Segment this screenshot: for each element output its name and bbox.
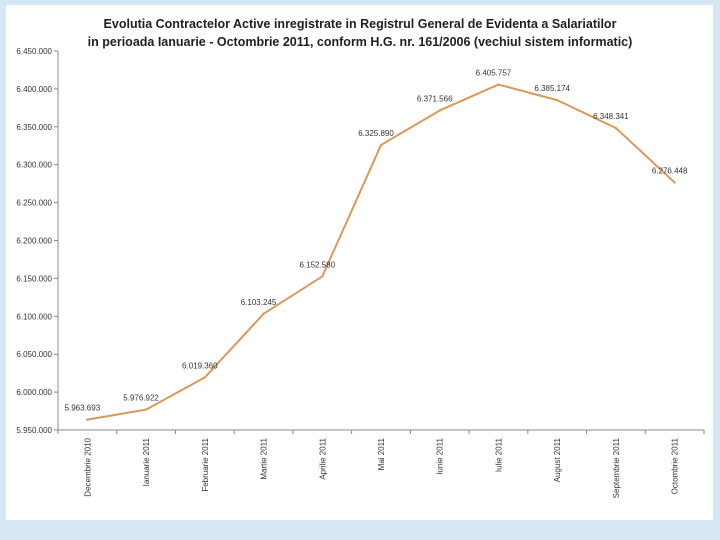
x-tick-label: Martie 2011	[260, 437, 269, 479]
x-tick-label: Aprilie 2011	[318, 437, 327, 479]
data-label: 6.385.174	[534, 84, 570, 93]
y-tick-label: 6.200.000	[16, 237, 52, 246]
data-labels: 5.963.693 5.976.922 6.019.360 6.103.245 6.15…	[65, 69, 688, 413]
y-tick-label: 6.300.000	[16, 161, 52, 170]
line-chart: Evolutia Contractelor Active inregistrat…	[16, 17, 705, 498]
data-point	[614, 126, 618, 130]
data-point	[497, 83, 500, 86]
data-label: 6.103.245	[241, 298, 277, 307]
data-label: 6.152.580	[299, 260, 335, 269]
x-tick-label: Februarie 2011	[201, 437, 210, 491]
x-tick-label: Ianuarie 2011	[142, 437, 151, 486]
data-point	[555, 98, 559, 102]
data-point	[86, 418, 89, 421]
data-label: 6.019.360	[182, 361, 218, 370]
y-tick-label: 6.050.000	[16, 350, 52, 359]
x-tick-label: Decembrie 2010	[83, 437, 92, 496]
series-line-group	[86, 83, 676, 421]
x-tick-label: Mai 2011	[377, 437, 386, 470]
chart-title-line-1: Evolutia Contractelor Active inregistrat…	[104, 17, 617, 31]
data-label: 5.976.922	[123, 394, 159, 403]
x-tick-label: Iunie 2011	[436, 437, 445, 474]
data-label: 6.325.890	[358, 129, 394, 138]
data-point	[144, 408, 148, 411]
y-tick-label: 5.950.000	[16, 426, 52, 435]
y-tick-label: 6.250.000	[16, 199, 52, 208]
data-label: 6.371.566	[417, 94, 453, 103]
y-tick-label: 6.150.000	[16, 274, 52, 283]
data-point	[379, 143, 383, 147]
x-tick-label: Iulie 2011	[494, 437, 503, 472]
y-tick-label: 6.400.000	[16, 85, 52, 94]
x-tick-label: Septembrie 2011	[612, 437, 621, 498]
data-point	[673, 181, 676, 184]
chart-axes	[57, 51, 704, 431]
data-point	[321, 275, 324, 278]
y-tick-label: 6.450.000	[16, 47, 52, 56]
data-label: 5.963.693	[65, 404, 101, 413]
data-point	[203, 376, 207, 379]
data-label: 6.276.448	[652, 167, 688, 176]
data-point	[262, 312, 265, 316]
data-label: 6.348.341	[593, 112, 629, 121]
x-tick-label: August 2011	[553, 437, 562, 482]
chart-title-line-2: in perioada Ianuarie - Octombrie 2011, c…	[88, 35, 633, 49]
chart-panel: Evolutia Contractelor Active inregistrat…	[6, 5, 713, 520]
y-tick-label: 6.000.000	[16, 388, 52, 397]
y-axis-ticks: 5.950.000 6.000.000 6.050.000 6.100.000 6.15…	[16, 47, 58, 435]
x-axis-ticks: Decembrie 2010 Ianuarie 2011 Februarie 201…	[57, 430, 705, 498]
data-label: 6.405.757	[476, 69, 512, 78]
data-point	[438, 109, 441, 112]
y-tick-label: 6.100.000	[16, 312, 52, 321]
x-tick-label: Octombrie 2011	[671, 437, 680, 494]
y-tick-label: 6.350.000	[16, 123, 52, 132]
